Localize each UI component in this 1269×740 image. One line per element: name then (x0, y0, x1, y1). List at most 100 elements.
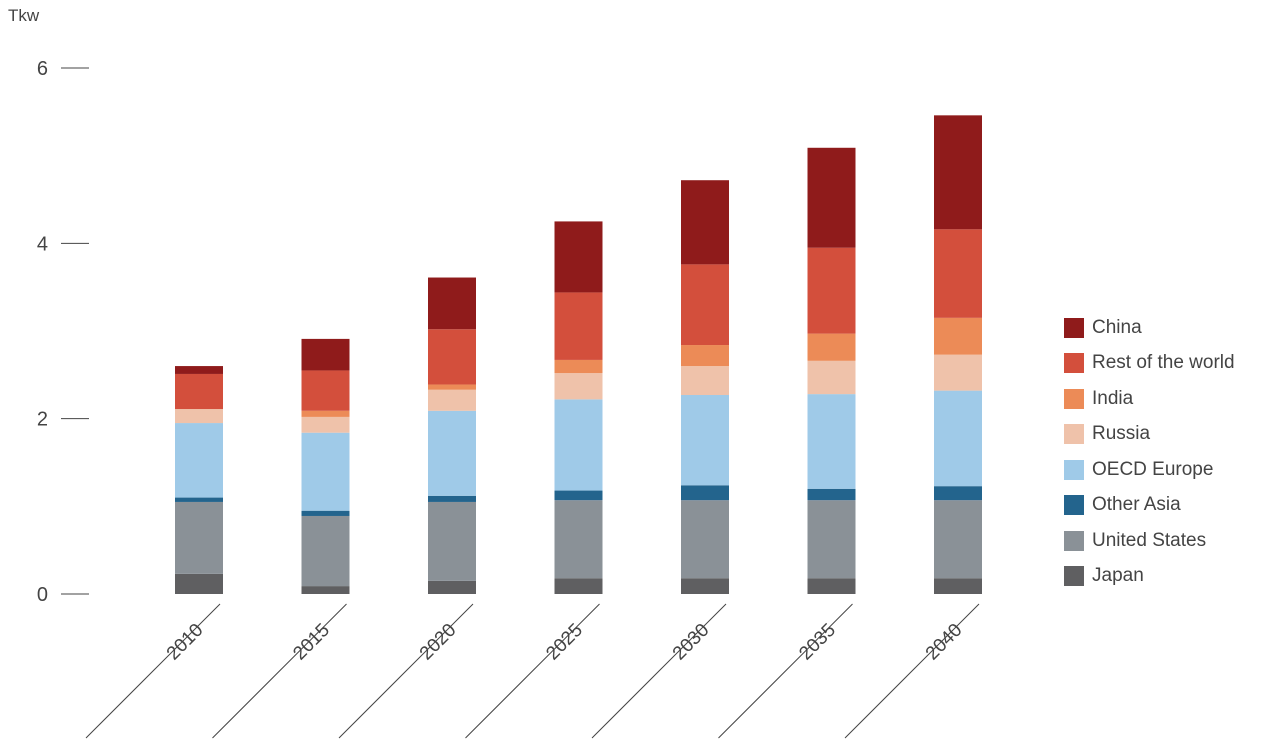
bar-segment-japan-2035 (807, 578, 856, 594)
legend-swatch (1064, 495, 1084, 516)
x-tick-label: 2035 (795, 620, 840, 665)
x-tick-line-2035 (718, 603, 853, 739)
x-tick-label: 2030 (669, 620, 714, 665)
bar-segment-other-asia-2035 (807, 488, 856, 501)
bar-segment-united-states-2010 (175, 501, 223, 574)
legend-item-oecd-europe: OECD Europe (1064, 452, 1235, 488)
x-tick-line-2010 (85, 603, 221, 739)
bar-segment-japan-2025 (554, 578, 603, 594)
bar-segment-russia-2025 (554, 373, 603, 400)
bar-segment-russia-2015 (301, 416, 350, 433)
x-tick-line-2040 (844, 603, 980, 739)
legend-label: China (1092, 316, 1142, 338)
legend-item-united-states: United States (1064, 523, 1235, 559)
bar-segment-japan-2020 (428, 580, 476, 594)
x-tick-line-2030 (591, 603, 727, 739)
bar-segment-oecd-europe-2025 (554, 399, 603, 491)
bar-segment-rest-of-the-world-2035 (807, 247, 856, 334)
legend-swatch (1064, 566, 1084, 587)
legend-swatch (1064, 424, 1084, 445)
bar-segment-india-2040 (934, 317, 982, 355)
bar-segment-united-states-2040 (934, 500, 982, 579)
y-tick-label: 4 (37, 233, 48, 255)
legend-item-china: China (1064, 310, 1235, 346)
bar-segment-china-2015 (301, 338, 350, 371)
legend-label: India (1092, 387, 1134, 409)
bar-segment-oecd-europe-2040 (934, 390, 982, 487)
legend-label: Other Asia (1092, 494, 1181, 516)
x-axis: 2010 2015 2020 2025 2030 2035 2040 (85, 603, 980, 739)
bar-segment-russia-2020 (428, 389, 476, 411)
legend-swatch (1064, 459, 1084, 480)
bar-segment-russia-2035 (807, 360, 856, 395)
bar-segment-united-states-2020 (428, 501, 476, 581)
bar-segment-rest-of-the-world-2040 (934, 229, 982, 318)
bar-segment-russia-2040 (934, 354, 982, 391)
bar-segment-russia-2010 (175, 409, 223, 424)
legend-swatch (1064, 353, 1084, 374)
x-tick-label: 2040 (922, 620, 967, 665)
legend-swatch (1064, 317, 1084, 338)
legend-item-other-asia: Other Asia (1064, 488, 1235, 524)
legend-label: Russia (1092, 423, 1151, 445)
legend-label: Japan (1092, 565, 1144, 587)
bar-segment-china-2020 (428, 277, 476, 330)
bar-segment-japan-2040 (934, 578, 982, 594)
bar-segment-other-asia-2010 (175, 497, 223, 502)
y-tick-label: 2 (37, 409, 48, 431)
bar-segment-united-states-2025 (554, 500, 603, 579)
bar-segment-other-asia-2020 (428, 495, 476, 502)
bar-segment-other-asia-2030 (681, 485, 729, 501)
bar-segment-oecd-europe-2035 (807, 394, 856, 489)
bar-segment-russia-2030 (681, 366, 729, 395)
bar-segment-china-2010 (175, 366, 223, 374)
x-tick-line-2025 (465, 603, 600, 739)
bar-segment-india-2015 (301, 410, 350, 417)
bar-segment-china-2040 (934, 115, 982, 230)
bar-segment-other-asia-2015 (301, 510, 350, 516)
y-tick-label: 6 (37, 58, 48, 80)
legend-swatch (1064, 530, 1084, 551)
bar-segment-rest-of-the-world-2025 (554, 292, 603, 360)
legend-item-japan: Japan (1064, 559, 1235, 595)
bar-segment-india-2020 (428, 384, 476, 390)
bar-segment-oecd-europe-2015 (301, 432, 350, 511)
bar-segment-china-2035 (807, 147, 856, 248)
bar-segment-india-2035 (807, 333, 856, 361)
legend-item-india: India (1064, 381, 1235, 417)
legend-label: Rest of the world (1092, 352, 1235, 374)
legend-label: OECD Europe (1092, 458, 1214, 480)
bar-segment-rest-of-the-world-2010 (175, 373, 223, 410)
bar-segment-other-asia-2025 (554, 490, 603, 501)
bar-segment-other-asia-2040 (934, 486, 982, 501)
bar-segment-rest-of-the-world-2015 (301, 370, 350, 411)
y-tick-label: 0 (37, 584, 48, 606)
legend-item-rest-of-the-world: Rest of the world (1064, 346, 1235, 382)
bar-segment-japan-2030 (681, 578, 729, 594)
bar-segment-oecd-europe-2020 (428, 410, 476, 496)
x-tick-line-2020 (338, 603, 474, 739)
x-tick-line-2015 (212, 603, 347, 739)
bar-segment-china-2030 (681, 180, 729, 265)
legend: China Rest of the world India Russia OECD Eu… (1064, 310, 1235, 594)
bar-segment-oecd-europe-2010 (175, 423, 223, 498)
bar-segment-japan-2010 (175, 573, 223, 594)
y-axis-unit-label: Tkw (8, 6, 40, 25)
legend-swatch (1064, 388, 1084, 409)
x-tick-label: 2010 (163, 620, 208, 665)
bar-segment-japan-2015 (301, 586, 350, 594)
bar-segment-india-2025 (554, 359, 603, 374)
bars-group (175, 115, 982, 594)
x-tick-label: 2025 (542, 620, 587, 665)
x-tick-label: 2015 (289, 620, 334, 665)
y-axis: 0 2 4 6 (37, 58, 89, 606)
bar-segment-united-states-2015 (301, 515, 350, 587)
bar-segment-india-2030 (681, 345, 729, 367)
bar-segment-united-states-2035 (807, 500, 856, 579)
legend-item-russia: Russia (1064, 417, 1235, 453)
x-tick-label: 2020 (416, 620, 461, 665)
legend-label: United States (1092, 529, 1207, 551)
bar-segment-rest-of-the-world-2030 (681, 264, 729, 346)
bar-segment-oecd-europe-2030 (681, 394, 729, 486)
